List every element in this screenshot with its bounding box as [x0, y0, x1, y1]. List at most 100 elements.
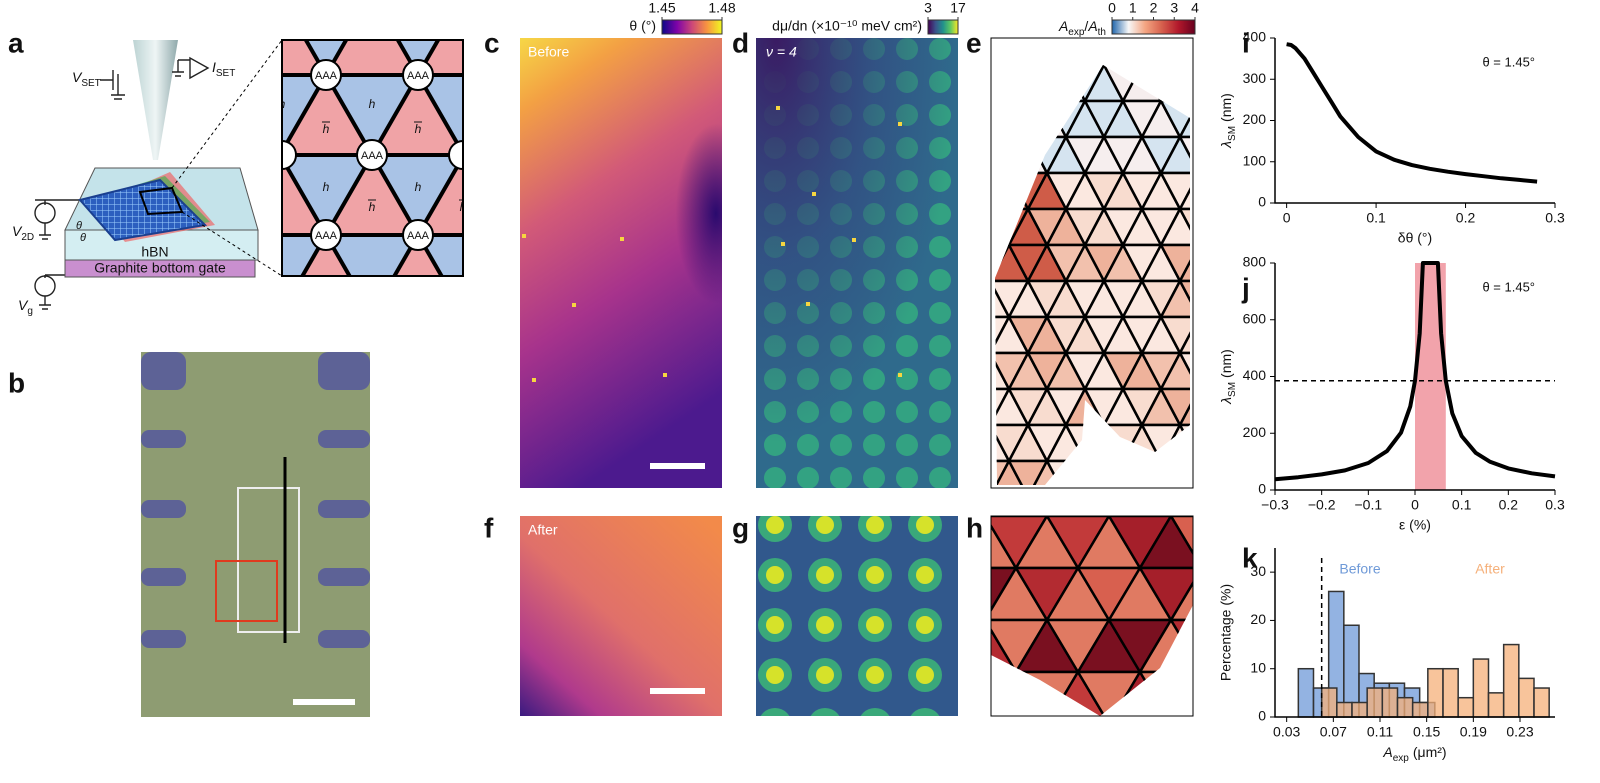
mesh-cell — [1016, 724, 1078, 776]
hist-bar — [1320, 687, 1338, 718]
pink-region — [302, 235, 350, 276]
mesh-cell — [1202, 724, 1264, 776]
pink-region — [326, 40, 418, 75]
panel-label: g — [732, 512, 749, 543]
y-tick-label: 0 — [1258, 481, 1266, 497]
mesh-cell — [1178, 65, 1190, 103]
graphene — [78, 178, 208, 242]
mesh-cell — [1109, 724, 1171, 776]
x-tick-label: 0 — [1283, 210, 1291, 226]
map-frame — [990, 37, 1194, 489]
voltage-label: VSET — [72, 69, 101, 89]
mesh-cell — [995, 65, 1030, 103]
mesh-cell — [1264, 516, 1326, 568]
hist-bar — [1487, 692, 1505, 718]
mesh-cell — [1237, 461, 1275, 497]
colorbar — [661, 19, 723, 35]
y-tick-label: 600 — [1243, 310, 1267, 326]
x-tick-label: 0.3 — [1545, 497, 1565, 513]
h-label: h — [279, 97, 286, 111]
x-tick-label: 0.3 — [1545, 210, 1565, 226]
map-label: After — [528, 522, 558, 538]
mesh-cell — [1007, 99, 1049, 139]
map-label: ν = 4 — [766, 44, 797, 60]
mesh-cell — [1218, 209, 1256, 245]
pink-region — [282, 75, 372, 155]
mesh-cell — [995, 99, 1030, 139]
annotation: θ = 1.45° — [1482, 279, 1535, 294]
theta-map-spot — [520, 38, 722, 488]
mesh-cell — [995, 65, 1011, 103]
x-tick-label: 0.2 — [1499, 497, 1519, 513]
y-axis-label-part: SM — [1227, 382, 1238, 397]
mesh-cell — [1178, 459, 1190, 485]
colorbar-tick-label: 1.45 — [648, 0, 675, 16]
pink-region — [282, 40, 326, 75]
h-label: h — [369, 97, 376, 111]
mesh-cell — [1237, 173, 1275, 209]
colorbar-tick-label: 4 — [1191, 0, 1199, 16]
hist-bar — [1396, 696, 1414, 718]
hist-bar — [1411, 701, 1429, 718]
mesh-cell — [1121, 459, 1163, 485]
mesh-cell — [995, 135, 1011, 175]
x-tick-label: −0.2 — [1308, 497, 1336, 513]
panel-label: d — [732, 27, 749, 58]
mesh-cell — [1083, 459, 1125, 485]
hist-bar — [1351, 701, 1368, 718]
mesh-cell — [1199, 425, 1237, 461]
hist-bar — [1336, 701, 1353, 718]
mesh-cell — [1199, 281, 1237, 317]
y-tick-label: 30 — [1250, 563, 1266, 579]
y-axis-label-part: λ — [1218, 397, 1234, 405]
pink-region — [372, 75, 463, 155]
aaa-label: AAA — [315, 230, 338, 242]
mesh-cell — [1199, 173, 1237, 209]
mesh-cell — [1218, 497, 1256, 533]
aaa-site — [282, 140, 297, 170]
mesh-cell — [1045, 459, 1087, 485]
x-tick-label: −0.3 — [1261, 497, 1289, 513]
aaa-site — [402, 219, 434, 251]
colorbar — [927, 19, 959, 35]
zoom-lines — [171, 39, 283, 277]
hist-bar — [1472, 658, 1490, 718]
mesh-cell — [1178, 243, 1190, 283]
current-label-part: I — [212, 59, 216, 75]
x-tick-label: 0.15 — [1413, 724, 1440, 740]
voltage-label-part: V — [72, 69, 83, 85]
y-tick-label: 0 — [1258, 708, 1266, 724]
colorbar — [1111, 19, 1196, 35]
colorbar-label-part: A — [1058, 18, 1068, 34]
colorbar-label-part: exp — [1068, 27, 1085, 38]
voltage-label: V2D — [12, 223, 34, 243]
aaa-site — [356, 139, 388, 171]
pixels — [522, 234, 667, 382]
hist-bar — [1457, 696, 1475, 718]
map-frame — [990, 515, 1194, 717]
mesh-cell — [1264, 568, 1326, 620]
mesh-cell — [1199, 245, 1237, 281]
y-axis-label: λSM (nm) — [1218, 93, 1238, 149]
x-axis-label-part: (μm²) — [1413, 744, 1447, 760]
y-axis-label-part: (nm) — [1218, 93, 1234, 122]
hbar-label: h — [369, 200, 376, 214]
x-tick-label: 0.1 — [1452, 497, 1472, 513]
theta-map-after — [520, 516, 722, 716]
y-tick-label: 10 — [1250, 659, 1266, 675]
hist-bar — [1533, 687, 1550, 718]
panel-label: a — [8, 27, 24, 58]
h-label: h — [323, 180, 330, 194]
panel-label: f — [484, 512, 494, 543]
region-box — [215, 560, 278, 622]
legend-label: Before — [1339, 561, 1380, 577]
y-axis-label: λSM (nm) — [1218, 349, 1238, 405]
aaa-site — [310, 59, 342, 91]
mesh-cell — [995, 171, 1030, 211]
x-tick-label: 0.19 — [1460, 724, 1487, 740]
voltage-label-part: V — [12, 223, 23, 239]
pink-region — [326, 155, 418, 235]
mesh-cell — [1078, 724, 1140, 776]
panel-label: c — [484, 27, 500, 58]
